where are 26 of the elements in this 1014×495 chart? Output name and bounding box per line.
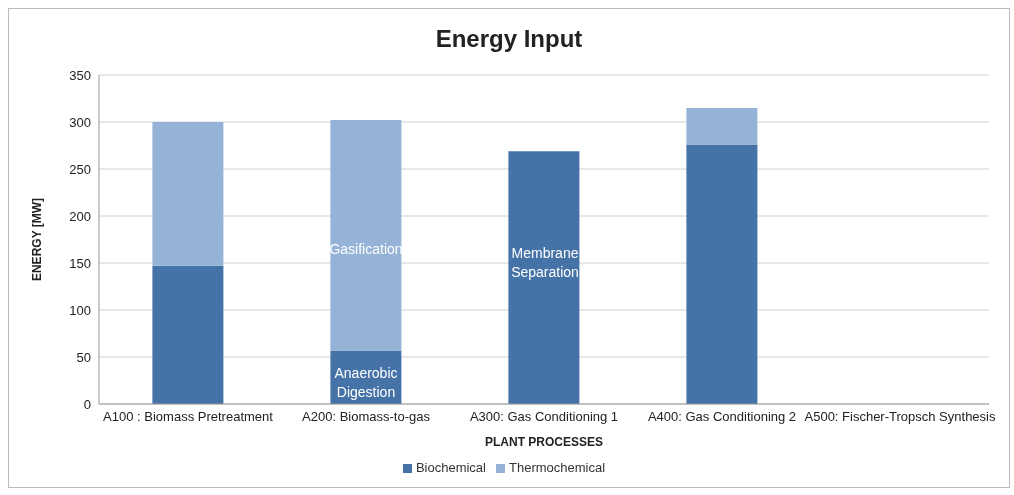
chart-title: Energy Input: [434, 24, 584, 54]
y-tick-label: 0: [83, 396, 91, 412]
bar: [152, 265, 224, 404]
x-tick-label: A100 : Biomass Pretreatment: [103, 409, 274, 425]
y-tick-label: 350: [69, 67, 91, 83]
annotation: Membrane Separation: [510, 244, 580, 282]
y-tick-label: 300: [69, 114, 91, 130]
y-tick-label: 250: [69, 161, 91, 177]
y-tick-label: 200: [69, 208, 91, 224]
annotation: Anaerobic Digestion: [333, 364, 399, 402]
bar: [152, 122, 224, 266]
y-tick-label: 150: [69, 255, 91, 271]
y-tick-label: 50: [76, 349, 91, 365]
x-tick-label: A500: Fischer-Tropsch Synthesis: [804, 409, 996, 425]
y-tick-label: 100: [69, 302, 91, 318]
x-tick-label: A200: Biomass-to-gas: [302, 409, 431, 425]
y-axis-title: ENERGY [MW]: [30, 197, 45, 282]
legend-label: Thermochemical: [509, 460, 606, 475]
bar: [686, 144, 758, 404]
legend-label: Biochemical: [415, 460, 486, 475]
x-tick-label: A400: Gas Conditioning 2: [647, 409, 797, 425]
bar: [330, 120, 402, 351]
bar: [686, 107, 758, 145]
x-tick-label: A300: Gas Conditioning 1: [469, 409, 619, 425]
x-axis-title: PLANT PROCESSES: [484, 435, 604, 449]
bar: [508, 151, 580, 404]
